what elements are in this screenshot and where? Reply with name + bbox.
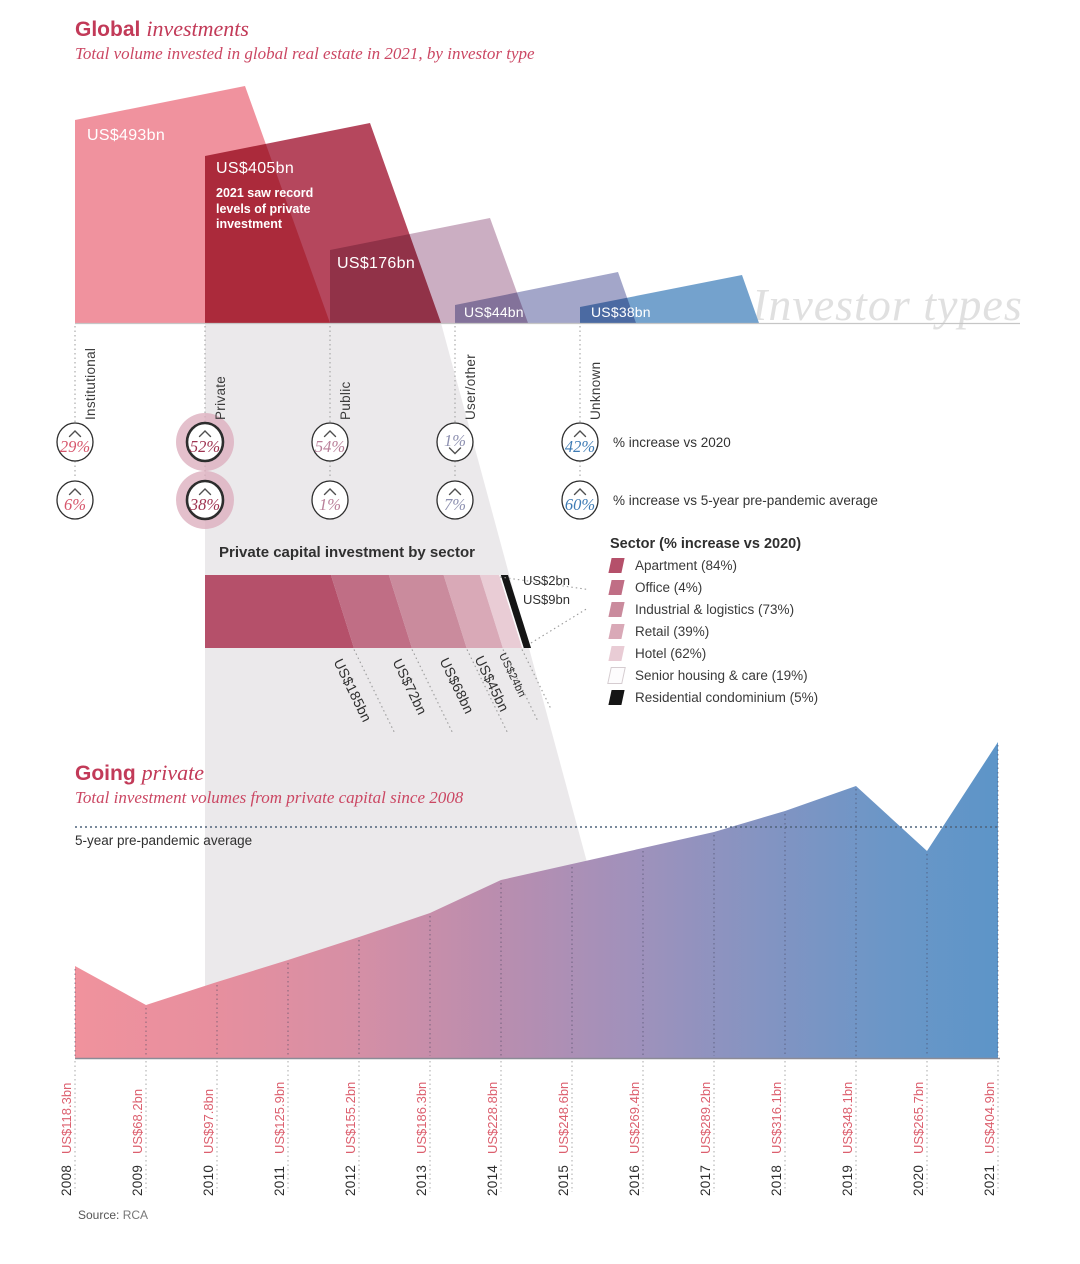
sector-legend-title: Sector (% increase vs 2020) — [610, 536, 802, 552]
category-label-private: Private — [213, 375, 228, 420]
page-title: Global investments — [75, 16, 249, 42]
year-2011: 2011 — [272, 1165, 287, 1196]
value-label-private: US$405bn — [216, 160, 295, 177]
pct-row2-label: % increase vs 5-year pre-pandemic averag… — [613, 493, 878, 508]
pct-2020-user-other: 1% — [444, 431, 466, 450]
pct-5yr-public: 1% — [319, 495, 341, 514]
year-2009: 2009 — [130, 1164, 145, 1196]
legend-item-senior: Senior housing & care (19%) — [607, 667, 818, 684]
sector-value-residential: US$9bn — [523, 592, 570, 607]
year-2020: 2020 — [911, 1164, 926, 1196]
pct-5yr-unknown: 60% — [564, 495, 596, 514]
private-annotation: 2021 saw record levels of private invest… — [216, 186, 314, 232]
source-value: RCA — [122, 1208, 149, 1222]
value-label-public: US$176bn — [337, 255, 416, 272]
year-2008: 2008 — [59, 1164, 74, 1196]
amount-2014: US$228.8bn — [485, 1081, 500, 1154]
amount-2012: US$155.2bn — [343, 1081, 358, 1154]
category-label-unknown: Unknown — [588, 361, 603, 420]
pct-5yr-institutional: 6% — [64, 495, 86, 514]
value-label-unknown: US$38bn — [591, 304, 651, 320]
amount-2013: US$186.3bn — [414, 1081, 429, 1154]
page-subtitle: Total volume invested in global real est… — [75, 44, 535, 63]
industrial-swatch-icon — [608, 602, 625, 617]
value-label-institutional: US$493bn — [87, 127, 166, 144]
sector-legend: Sector (% increase vs 2020) Apartment (8… — [607, 536, 818, 705]
category-label-user-other: User/other — [463, 353, 478, 420]
year-2013: 2013 — [414, 1164, 429, 1196]
legend-item-industrial: Industrial & logistics (73%) — [608, 602, 818, 617]
pct-2020-institutional: 29% — [59, 437, 91, 456]
going-private-subtitle: Total investment volumes from private ca… — [75, 788, 464, 807]
hotel-swatch-icon — [608, 646, 625, 661]
pct-row1-label: % increase vs 2020 — [613, 435, 731, 450]
amount-2016: US$269.4bn — [627, 1081, 642, 1154]
retail-swatch-icon — [608, 624, 625, 639]
legend-item-hotel: Hotel (62%) — [608, 646, 818, 661]
year-2010: 2010 — [201, 1164, 216, 1196]
value-label-user-other: US$44bn — [464, 304, 524, 320]
year-2018: 2018 — [769, 1164, 784, 1196]
category-label-institutional: Institutional — [83, 347, 98, 420]
amount-2018: US$316.1bn — [769, 1081, 784, 1154]
source-line: Source: RCA — [78, 1208, 148, 1222]
year-2017: 2017 — [698, 1164, 713, 1196]
pct-5yr-private: 38% — [189, 495, 221, 514]
legend-item-apartment: Apartment (84%) — [608, 558, 818, 573]
pct-2020-unknown: 42% — [564, 437, 596, 456]
amount-2011: US$125.9bn — [272, 1081, 287, 1154]
year-2012: 2012 — [343, 1164, 358, 1196]
senior-housing-swatch-icon — [607, 667, 626, 684]
going-private-title-bold: Going — [75, 762, 136, 785]
page-title-bold: Global — [75, 18, 141, 41]
apartment-swatch-icon — [608, 558, 625, 573]
going-private-title-italic: private — [141, 760, 204, 785]
source-label: Source: — [78, 1208, 120, 1222]
pct-2020-public: 54% — [314, 437, 346, 456]
amount-2021: US$404.9bn — [982, 1081, 997, 1154]
avg-line-label: 5-year pre-pandemic average — [75, 833, 253, 848]
sector-value-senior: US$2bn — [523, 573, 570, 588]
amount-2019: US$348.1bn — [840, 1081, 855, 1154]
amount-2020: US$265.7bn — [911, 1081, 926, 1154]
office-swatch-icon — [608, 580, 625, 595]
legend-item-retail: Retail (39%) — [608, 624, 818, 639]
page-title-italic: investments — [146, 16, 249, 41]
sector-chart-title: Private capital investment by sector — [219, 544, 475, 561]
legend-item-office: Office (4%) — [608, 580, 818, 595]
year-2014: 2014 — [485, 1164, 500, 1196]
pct-5yr-user-other: 7% — [444, 495, 466, 514]
amount-2010: US$97.8bn — [201, 1088, 216, 1154]
year-2019: 2019 — [840, 1164, 855, 1196]
year-2015: 2015 — [556, 1164, 571, 1196]
going-private-title: Going private — [75, 760, 204, 786]
amount-2009: US$68.2bn — [130, 1088, 145, 1154]
amount-2017: US$289.2bn — [698, 1081, 713, 1154]
category-label-public: Public — [338, 381, 353, 420]
amount-2008: US$118.3bn — [59, 1082, 74, 1154]
pct-2020-private: 52% — [189, 437, 221, 456]
amount-2015: US$248.6bn — [556, 1081, 571, 1154]
legend-item-residential: Residential condominium (5%) — [608, 690, 818, 705]
investor-types-watermark: Investor types — [752, 279, 1023, 330]
year-2021: 2021 — [982, 1164, 997, 1196]
residential-swatch-icon — [608, 690, 625, 705]
year-2016: 2016 — [627, 1164, 642, 1196]
